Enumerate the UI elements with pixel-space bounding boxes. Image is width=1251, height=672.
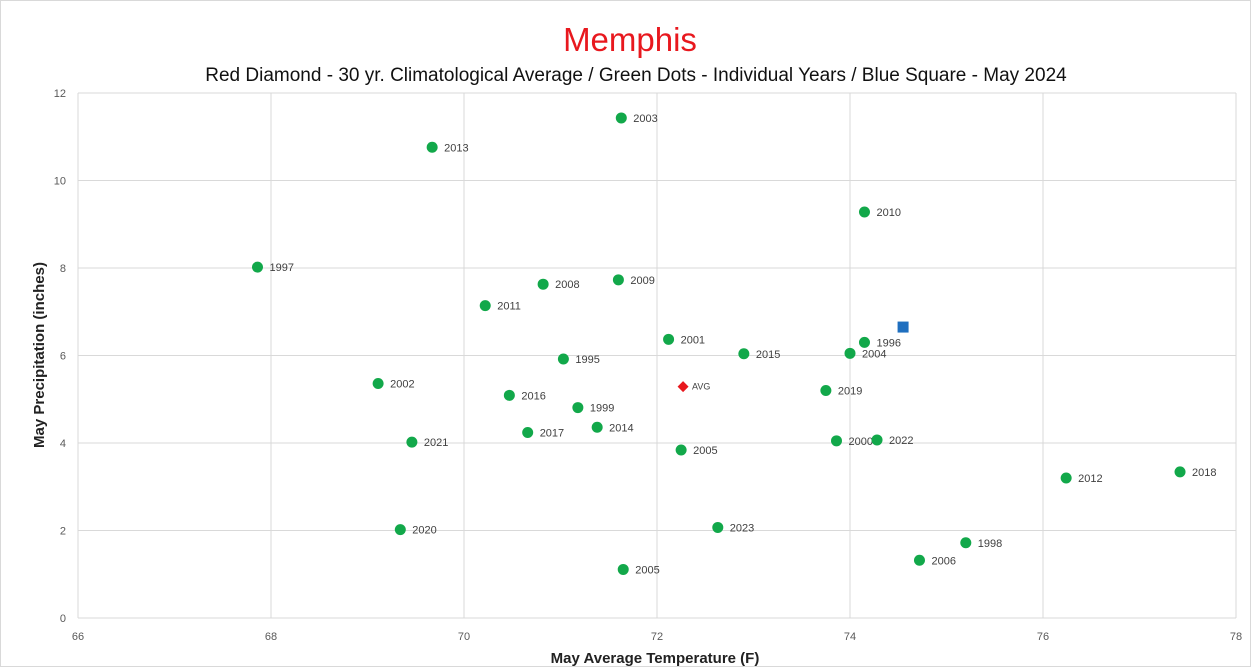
- year-point-1997: [251, 261, 263, 273]
- point-label: 2012: [1078, 473, 1102, 485]
- point-label: 2008: [555, 279, 579, 291]
- year-point-1996: [858, 336, 870, 348]
- year-point-2014: [591, 421, 603, 433]
- year-point-2004: [844, 347, 856, 359]
- chart-subtitle: Red Diamond - 30 yr. Climatological Aver…: [205, 65, 1067, 86]
- point-label: 2020: [412, 525, 436, 537]
- point-label: 2010: [876, 207, 900, 219]
- year-point-2019: [820, 385, 832, 396]
- y-tick-label: 4: [60, 438, 66, 450]
- point-label: 2004: [862, 348, 886, 360]
- x-axis-label: May Average Temperature (F): [551, 650, 760, 667]
- year-point-1998: [960, 537, 972, 549]
- point-label: 2003: [633, 113, 657, 125]
- point-label: 2016: [521, 390, 545, 402]
- x-tick-label: 66: [72, 631, 84, 643]
- point-label: 1995: [575, 354, 599, 366]
- average-label: AVG: [692, 382, 710, 392]
- point-label: 1999: [590, 403, 614, 415]
- point-label: 2005: [635, 564, 659, 576]
- year-point-2009: [612, 274, 624, 286]
- point-label: 2018: [1192, 467, 1216, 479]
- year-point-2001: [663, 333, 675, 345]
- point-label: 2006: [931, 555, 955, 567]
- year-point-1995: [557, 353, 569, 365]
- year-point-2005: [617, 563, 629, 575]
- point-label: 2000: [848, 436, 872, 448]
- year-point-2003: [615, 112, 627, 124]
- y-tick-label: 6: [60, 351, 66, 363]
- year-point-2022: [871, 434, 883, 446]
- x-tick-label: 68: [265, 631, 277, 643]
- point-label: 1996: [876, 337, 900, 349]
- year-point-2021: [406, 436, 418, 448]
- point-label: 2005: [693, 445, 717, 457]
- x-tick-label: 76: [1037, 631, 1049, 643]
- y-tick-label: 12: [54, 88, 66, 100]
- x-tick-label: 70: [458, 631, 470, 643]
- point-label: 2021: [424, 437, 448, 449]
- point-label: 2022: [889, 435, 913, 447]
- year-point-2011: [479, 300, 491, 312]
- point-label: 2023: [730, 522, 754, 534]
- y-tick-label: 10: [54, 176, 66, 188]
- year-point-2006: [913, 554, 925, 566]
- point-label: 1997: [269, 262, 293, 274]
- data-points: 1997 2013 2003 2010 2008 2009 2011 2001 1995 2015…: [251, 112, 1217, 576]
- year-point-2010: [858, 206, 870, 218]
- y-tick-label: 2: [60, 526, 66, 538]
- year-point-2013: [426, 141, 438, 153]
- year-point-1999: [572, 402, 584, 414]
- point-label: 1998: [978, 538, 1002, 550]
- y-tick-label: 0: [60, 613, 66, 625]
- year-point-2000: [830, 435, 842, 447]
- point-label: 2002: [390, 379, 414, 391]
- x-tick-label: 74: [844, 631, 856, 643]
- year-point-2018: [1174, 466, 1186, 478]
- point-label: 2017: [540, 428, 564, 440]
- year-point-2016: [503, 389, 515, 401]
- point-label: 2013: [444, 142, 468, 154]
- year-point-2012: [1060, 472, 1072, 484]
- point-label: 2019: [838, 386, 862, 398]
- y-axis-label: May Precipitation (inches): [31, 262, 48, 448]
- may-2024-square: [897, 321, 909, 333]
- year-point-2002: [372, 378, 384, 389]
- year-point-2020: [394, 524, 406, 536]
- x-tick-label: 72: [651, 631, 663, 643]
- x-tick-label: 78: [1230, 631, 1242, 643]
- y-tick-label: 8: [60, 263, 66, 275]
- year-point-2017: [522, 427, 534, 438]
- year-point-2008: [537, 278, 549, 290]
- average-diamond: [677, 381, 689, 393]
- point-label: 2015: [756, 349, 780, 361]
- chart-title: Memphis: [563, 21, 697, 58]
- grid-lines: [77, 92, 1237, 619]
- point-label: 2014: [609, 422, 633, 434]
- point-label: 2001: [681, 334, 705, 346]
- year-point-2005: [675, 444, 687, 456]
- year-point-2023: [712, 521, 724, 533]
- point-label: 2011: [497, 301, 521, 313]
- year-point-2015: [738, 348, 750, 360]
- point-label: 2009: [630, 275, 654, 287]
